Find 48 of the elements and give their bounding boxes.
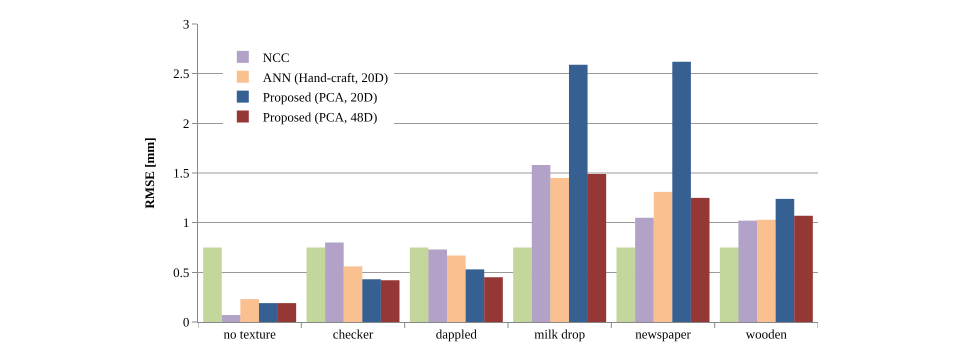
legend-label: Proposed (PCA, 48D) [262, 110, 378, 125]
bar [738, 220, 758, 322]
bar [720, 248, 738, 322]
bar [550, 178, 569, 322]
bar [380, 280, 400, 322]
x-tick-label: wooden [746, 326, 788, 342]
legend-label: ANN (Hand-craft, 20D) [262, 70, 388, 85]
bar [447, 255, 466, 322]
bar [568, 64, 588, 322]
bar [258, 303, 278, 322]
bar [690, 198, 710, 322]
bar [635, 218, 654, 322]
bar [278, 303, 296, 322]
y-tick-label: 3 [182, 16, 190, 32]
bar [410, 248, 428, 322]
bar [344, 266, 362, 322]
bar [484, 277, 503, 322]
bar [588, 174, 606, 322]
x-tick-label: dappled [436, 326, 478, 342]
bar [616, 248, 636, 322]
y-tick-label: 1.5 [173, 166, 190, 181]
y-tick-label: 2.5 [173, 66, 190, 82]
bar [654, 192, 672, 322]
bar [757, 220, 776, 322]
bar [325, 242, 344, 322]
x-tick-label: newspaper [635, 326, 692, 342]
y-tick-label: 0.5 [173, 264, 190, 280]
bar [513, 248, 532, 322]
bar [222, 315, 240, 322]
bar [532, 165, 550, 322]
bar [362, 279, 381, 322]
y-tick-label: 1 [182, 215, 190, 230]
bar [240, 299, 259, 322]
bar [466, 269, 484, 322]
bar [306, 248, 326, 322]
bar [672, 62, 691, 322]
x-tick-label: checker [332, 326, 374, 342]
bar [794, 216, 813, 322]
bar [776, 198, 794, 322]
legend-label: Proposed (PCA, 20D) [262, 90, 378, 105]
x-tick-label: no texture [224, 326, 276, 342]
bar [203, 248, 222, 322]
bar [428, 249, 448, 322]
x-tick-label: milk drop [534, 326, 586, 342]
y-tick-label: 2 [182, 116, 190, 131]
legend-label: NCC [262, 50, 290, 65]
y-tick-label: 0 [182, 314, 190, 330]
y-axis-title: RMSE [mm] [142, 137, 158, 209]
